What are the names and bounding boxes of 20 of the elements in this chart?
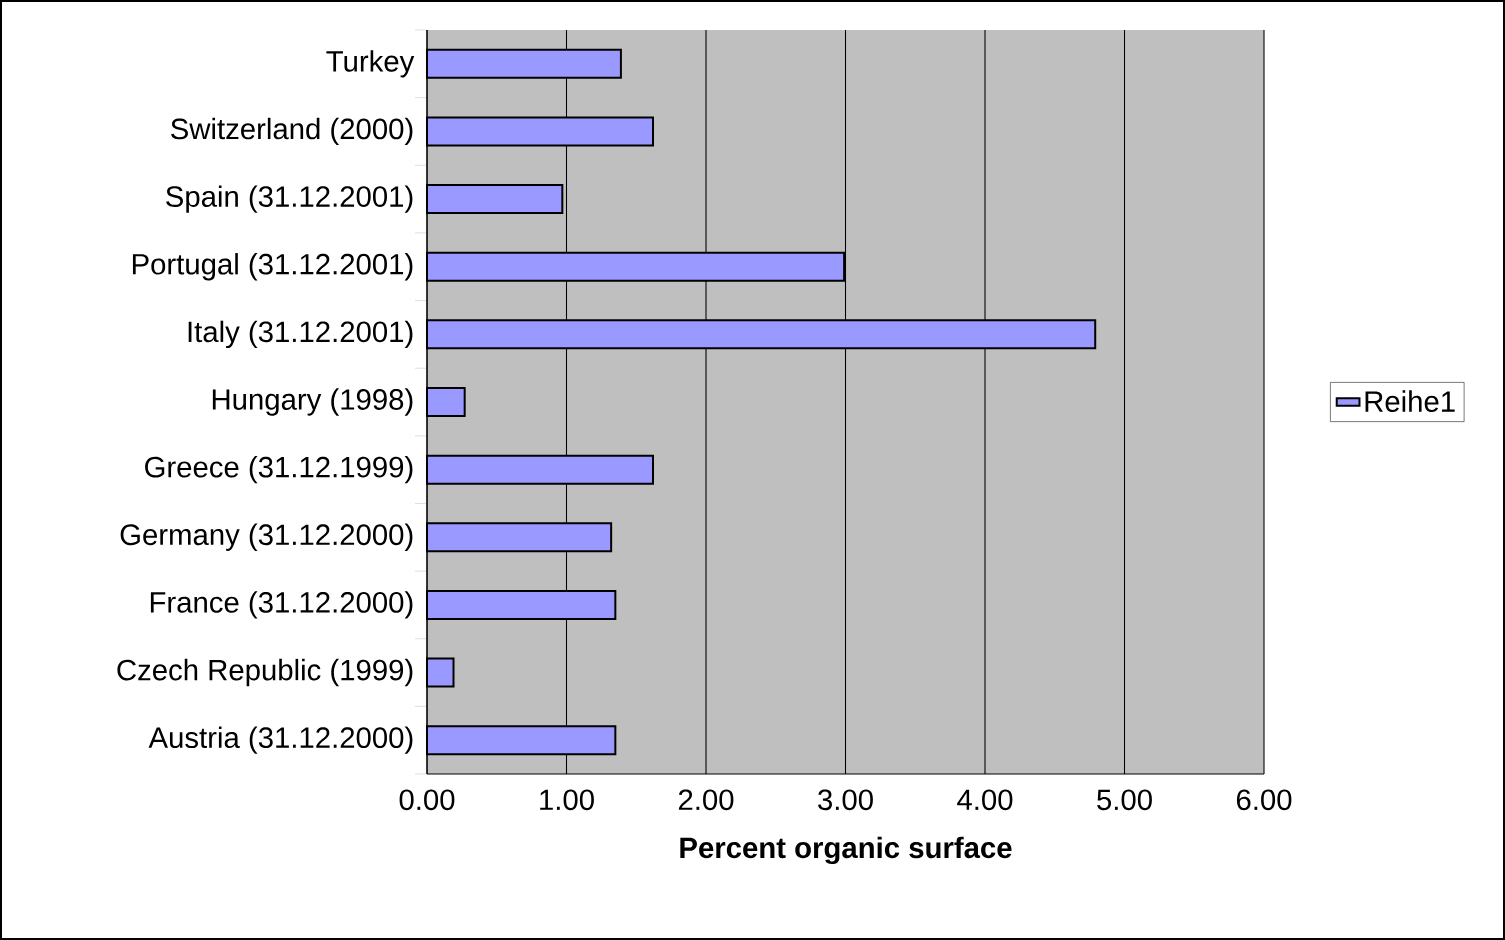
legend-label: Reihe1 <box>1365 390 1455 412</box>
x-tick-label: 6.00 <box>1236 789 1292 811</box>
y-tick-label: Italy (31.12.2001) <box>188 320 413 349</box>
y-tick-label: Turkey <box>326 50 415 78</box>
x-axis-title: Percent organic surface <box>680 836 1012 865</box>
x-tick-label: 0.00 <box>399 789 455 811</box>
y-tick-label: France (31.12.2000) <box>150 591 413 619</box>
y-tick-label: Germany (31.12.2000) <box>120 523 413 551</box>
y-tick-label: Portugal (31.12.2001) <box>132 253 413 281</box>
x-tick-label: 2.00 <box>678 789 734 811</box>
y-tick-label: Hungary (1998) <box>212 388 413 416</box>
y-tick-label: Spain (31.12.2001) <box>166 185 413 213</box>
x-tick-label: 4.00 <box>957 789 1013 811</box>
x-tick-label: 1.00 <box>540 789 594 811</box>
x-tick-label: 3.00 <box>818 789 873 811</box>
y-tick-label: Greece (31.12.1999) <box>145 455 413 484</box>
y-tick-label: Austria (31.12.2000) <box>148 726 413 754</box>
x-tick-label: 5.00 <box>1097 789 1152 811</box>
y-tick-label: Switzerland (2000) <box>171 117 413 146</box>
y-tick-label: Czech Republic (1999) <box>117 658 413 687</box>
